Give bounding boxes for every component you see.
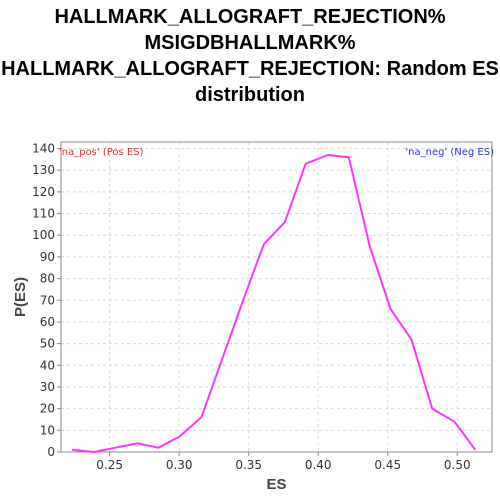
y-tick-label: 70	[40, 293, 55, 307]
chart-title: HALLMARK_ALLOGRAFT_REJECTION% MSIGDBHALL…	[0, 4, 500, 108]
chart-title-line-4: distribution	[195, 84, 305, 106]
y-tick-label: 0	[47, 445, 55, 459]
plot-area	[60, 141, 493, 453]
y-tick-label: 20	[40, 402, 55, 416]
grid-lines	[61, 142, 492, 453]
y-tick-label: 90	[40, 250, 55, 264]
x-tick-label: 0.30	[166, 458, 193, 472]
chart-title-line-3: HALLMARK_ALLOGRAFT_REJECTION: Random ES	[1, 58, 499, 80]
x-axis-ticks: 0.25 0.30 0.35 0.40 0.45 0.50	[96, 452, 471, 472]
y-tick-label: 120	[32, 185, 55, 199]
y-tick-label: 130	[32, 163, 55, 177]
y-tick-label: 60	[40, 315, 55, 329]
y-tick-label: 50	[40, 337, 55, 351]
y-tick-label: 80	[40, 272, 55, 286]
series-line	[72, 154, 477, 453]
chart-title-line-2: MSIGDBHALLMARK%	[144, 32, 356, 54]
y-axis-label: P(ES)	[12, 277, 29, 317]
x-tick-label: 0.25	[96, 458, 123, 472]
y-tick-label: 140	[32, 142, 55, 156]
y-tick-label: 10	[40, 423, 55, 437]
y-tick-label: 110	[32, 207, 55, 221]
y-axis-ticks: 0 10 20 30 40 50 60 70 80 90 100 110 120 130 140	[32, 142, 61, 459]
x-tick-label: 0.50	[444, 458, 471, 472]
legend-neg-es: 'na_neg' (Neg ES)	[405, 147, 494, 158]
x-tick-label: 0.45	[374, 458, 401, 472]
x-axis-label: ES	[266, 476, 286, 493]
x-tick-label: 0.35	[235, 458, 262, 472]
chart-title-line-1: HALLMARK_ALLOGRAFT_REJECTION%	[54, 6, 446, 28]
y-tick-label: 100	[32, 228, 55, 242]
x-tick-label: 0.40	[305, 458, 332, 472]
legend-pos-es: 'na_pos' (Pos ES)	[59, 147, 144, 158]
y-tick-label: 30	[40, 380, 55, 394]
y-tick-label: 40	[40, 358, 55, 372]
